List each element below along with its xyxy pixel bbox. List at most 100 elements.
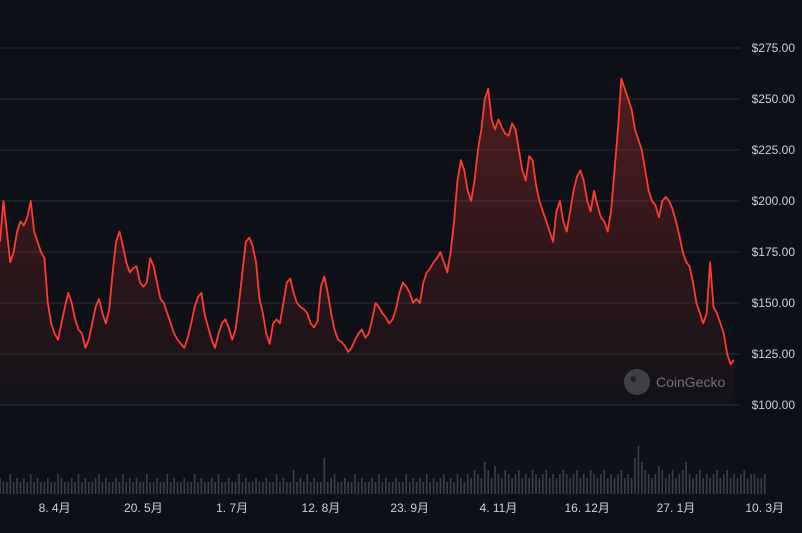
volume-bar [402, 482, 404, 494]
volume-bar [344, 478, 346, 494]
volume-bar [456, 474, 459, 494]
volume-bar [98, 474, 100, 494]
volume-bar [87, 482, 90, 494]
volume-bar [33, 482, 35, 494]
volume-bar [9, 474, 12, 494]
volume-bar [753, 474, 756, 494]
volume-bar [391, 482, 394, 494]
volume-bar [299, 478, 302, 494]
price-area [0, 78, 734, 405]
volume-bar [101, 482, 104, 494]
volume-bar [750, 474, 752, 494]
volume-bar [224, 482, 227, 494]
volume-bar [258, 482, 261, 494]
volume-bar [668, 474, 670, 494]
x-tick-label: 1. 7月 [216, 501, 248, 515]
x-tick-label: 4. 11月 [480, 501, 518, 515]
volume-bar [238, 474, 240, 494]
y-tick-label: $250.00 [752, 92, 796, 106]
volume-bar [166, 474, 169, 494]
volume-bar [146, 474, 148, 494]
volume-bar [705, 474, 708, 494]
volume-bar [354, 474, 356, 494]
volume-bar [439, 478, 442, 494]
y-tick-label: $175.00 [752, 245, 796, 259]
volume-bar [53, 482, 56, 494]
volume-bar [159, 482, 162, 494]
volume-bar [497, 474, 500, 494]
volume-bar [432, 478, 435, 494]
volume-bars [0, 446, 766, 494]
volume-bar [364, 482, 367, 494]
volume-bar [282, 478, 285, 494]
volume-bar [514, 474, 517, 494]
volume-bar [381, 482, 384, 494]
volume-bar [262, 482, 264, 494]
volume-bar [716, 470, 718, 494]
volume-bar [337, 482, 339, 494]
y-axis-labels: $275.00 $250.00 $225.00 $200.00 $175.00 $150.… [752, 41, 796, 412]
volume-bar [740, 474, 742, 494]
volume-bar [726, 470, 728, 494]
volume-bar [596, 478, 599, 494]
volume-bar [221, 482, 223, 494]
volume-bar [470, 478, 472, 494]
volume-bar [641, 462, 643, 494]
volume-bar [255, 478, 257, 494]
volume-bar [504, 470, 507, 494]
volume-bar [77, 474, 80, 494]
volume-bar [425, 474, 428, 494]
volume-bar [538, 478, 541, 494]
volume-bar [326, 482, 329, 494]
volume-bar [70, 478, 73, 494]
volume-bar [169, 482, 172, 494]
volume-bar [135, 478, 138, 494]
volume-bar [524, 474, 527, 494]
volume-bar [152, 482, 155, 494]
volume-bar [681, 470, 684, 494]
volume-bar [490, 478, 493, 494]
volume-bar [139, 482, 141, 494]
volume-bar [422, 482, 425, 494]
volume-bar [227, 478, 230, 494]
volume-bar [589, 470, 592, 494]
volume-bar [548, 478, 551, 494]
x-tick-label: 23. 9月 [390, 501, 429, 515]
volume-bar [350, 482, 353, 494]
volume-bar [40, 482, 42, 494]
volume-bar [12, 482, 15, 494]
volume-bar [757, 478, 759, 494]
volume-bar [64, 482, 66, 494]
volume-bar [384, 478, 387, 494]
volume-bar [309, 482, 312, 494]
volume-bar [330, 478, 332, 494]
volume-bar [323, 458, 326, 494]
volume-bar [699, 470, 701, 494]
y-tick-label: $225.00 [752, 143, 796, 157]
volume-bar [743, 470, 746, 494]
volume-bar [688, 474, 691, 494]
volume-bar [576, 470, 578, 494]
volume-bar [647, 474, 650, 494]
volume-bar [163, 482, 165, 494]
volume-bar [320, 482, 322, 494]
volume-bar [623, 478, 626, 494]
volume-bar [535, 474, 537, 494]
volume-bar [637, 446, 640, 494]
x-axis-labels: 8. 4月 20. 5月 1. 7月 12. 8月 23. 9月 4. 11月 16. 12… [39, 501, 784, 515]
volume-bar [542, 474, 544, 494]
y-tick-label: $100.00 [752, 398, 796, 412]
volume-bar [374, 482, 377, 494]
volume-bar [26, 482, 29, 494]
volume-bar [398, 482, 401, 494]
volume-bar [449, 478, 452, 494]
coingecko-logo-eye-icon [630, 376, 636, 382]
volume-bar [412, 478, 414, 494]
volume-bar [210, 478, 213, 494]
volume-bar [204, 482, 206, 494]
volume-bar [128, 478, 131, 494]
volume-bar [613, 478, 616, 494]
volume-bar [156, 478, 158, 494]
volume-bar [176, 482, 179, 494]
volume-bar [480, 478, 483, 494]
